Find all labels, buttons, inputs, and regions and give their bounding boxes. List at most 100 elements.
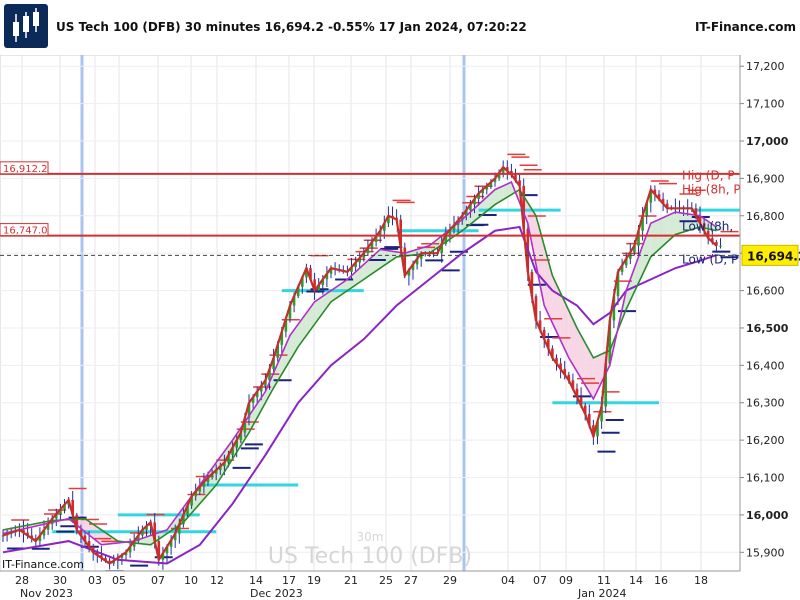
candle-body (305, 268, 308, 278)
candle-body (362, 253, 366, 258)
candle-body (501, 167, 505, 173)
candle-body (604, 363, 607, 407)
candle-body (83, 535, 87, 542)
candle-body (268, 369, 271, 381)
x-tick-label: 16 (654, 574, 668, 587)
candle-body (284, 318, 288, 332)
price-trend-line (2, 165, 718, 565)
candle-body (292, 296, 296, 306)
candle-body (38, 535, 42, 542)
candle-body (555, 357, 558, 364)
candle-body (63, 504, 66, 510)
price-chart[interactable]: US Tech 100 (DFB) 30m 16,912.2 16,747.0 H… (0, 55, 800, 600)
candle-body (506, 167, 509, 171)
candle-body (719, 245, 722, 247)
candle-body (223, 462, 226, 467)
candle-body (448, 229, 452, 235)
watermark-timeframe: 30m (357, 530, 384, 544)
candle-body (444, 234, 448, 244)
x-tick-label: 21 (344, 574, 358, 587)
candle-body (473, 198, 476, 205)
x-tick-label: 29 (443, 574, 457, 587)
y-tick-label: 17,000 (746, 135, 789, 148)
x-tick-label: 28 (15, 574, 29, 587)
ma-fill-segment (413, 248, 422, 256)
level-label: 16,747.0 (3, 226, 48, 237)
candle-body (497, 172, 501, 179)
y-axis: 17,20017,10017,00016,90016,80016,70016,6… (739, 55, 800, 571)
candlestick-logo-icon (4, 4, 48, 48)
candle-body (522, 185, 525, 229)
candle-body (493, 178, 497, 183)
candle-body (128, 546, 132, 553)
candle-body (75, 514, 79, 530)
candle-body (460, 215, 464, 221)
candle-body (465, 210, 468, 216)
ma-fill-segment (568, 310, 577, 372)
candle-body (198, 486, 202, 492)
candle-body (55, 513, 58, 519)
candle-body (280, 331, 284, 345)
candle-body (219, 466, 222, 471)
candle-body (399, 219, 402, 248)
ma-fill-segment (388, 250, 397, 263)
candle-body (104, 557, 107, 561)
candle-body (210, 473, 214, 478)
y-tick-label: 16,300 (746, 397, 785, 410)
watermark-name: US Tech 100 (DFB) (268, 544, 472, 569)
ma-fill-segment (585, 342, 594, 399)
y-tick-label: 17,100 (746, 98, 785, 111)
x-tick-label: 30 (53, 574, 67, 587)
bottom-brand: IT-Finance.com (2, 558, 84, 571)
candle-body (317, 284, 320, 291)
candle-body (255, 391, 259, 398)
x-tick-label: 14 (629, 574, 643, 587)
candle-body (645, 202, 648, 216)
candle-body (50, 518, 54, 525)
candle-body (108, 560, 111, 564)
candle-body (120, 555, 124, 558)
candle-body (214, 470, 218, 474)
right-level-label: Hig (8h, P (682, 183, 741, 197)
candle-body (452, 225, 456, 230)
x-tick-label: 09 (559, 574, 573, 587)
candle-body (538, 320, 542, 330)
candle-body (489, 182, 493, 186)
candle-body (702, 223, 706, 231)
candle-body (563, 369, 566, 375)
plot-area (0, 55, 741, 572)
x-tick-label: 03 (88, 574, 102, 587)
candle-body (588, 413, 591, 426)
y-tick-label: 16,200 (746, 434, 785, 447)
candle-body (661, 198, 665, 204)
candle-body (370, 241, 374, 248)
level-label-box (0, 161, 49, 175)
y-tick-label: 16,400 (746, 359, 785, 372)
candle-body (706, 230, 710, 239)
candle-body (567, 374, 571, 381)
right-level-label: Low (D, P (682, 253, 738, 267)
candle-body (190, 496, 193, 506)
candle-body (665, 203, 669, 209)
ma-fill-segment (683, 213, 692, 232)
candle-body (477, 193, 480, 199)
brand-name: IT-Finance.com (694, 20, 796, 34)
candle-body (481, 189, 484, 194)
x-tick-label: 12 (210, 574, 224, 587)
candle-body (657, 194, 661, 199)
ma-fill-segment (363, 256, 372, 280)
candle-body (145, 526, 148, 530)
candle-body (71, 499, 74, 515)
ma-fill-segment (593, 354, 602, 399)
candle-body (571, 380, 575, 389)
candle-body (186, 505, 189, 515)
candle-body (194, 491, 197, 497)
candle-body (59, 509, 62, 514)
candle-body (178, 524, 181, 534)
ma-fill-segment (298, 313, 307, 347)
current-price-tag (741, 244, 799, 266)
ma-fast-line (2, 181, 717, 546)
ma-fill-segment (659, 215, 668, 250)
ma-fill-segment (675, 212, 684, 235)
